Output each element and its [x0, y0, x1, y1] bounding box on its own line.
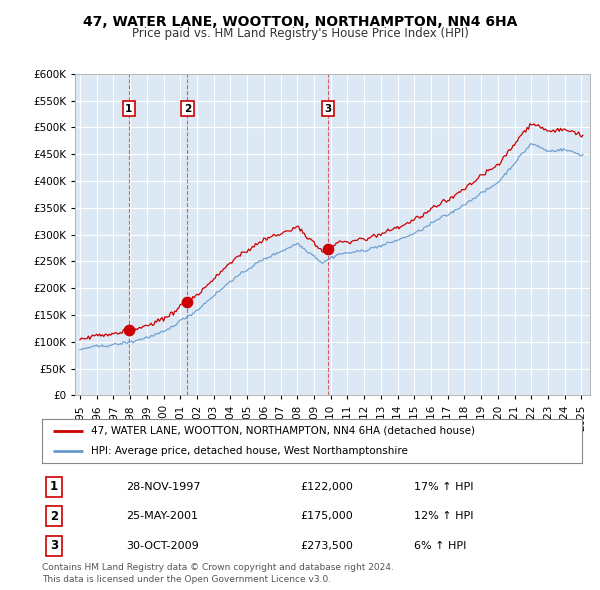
Point [182, 297, 192, 306]
Text: £175,000: £175,000 [300, 512, 353, 521]
Text: 1: 1 [50, 480, 58, 493]
Text: 17% ↑ HPI: 17% ↑ HPI [414, 482, 473, 491]
Text: 47, WATER LANE, WOOTTON, NORTHAMPTON, NN4 6HA (detached house): 47, WATER LANE, WOOTTON, NORTHAMPTON, NN… [91, 426, 475, 436]
Text: 1: 1 [125, 104, 133, 114]
Text: HPI: Average price, detached house, West Northamptonshire: HPI: Average price, detached house, West… [91, 446, 407, 456]
Text: Contains HM Land Registry data © Crown copyright and database right 2024.: Contains HM Land Registry data © Crown c… [42, 563, 394, 572]
Point [124, 325, 134, 335]
Text: 2: 2 [50, 510, 58, 523]
Text: £273,500: £273,500 [300, 541, 353, 550]
Text: 6% ↑ HPI: 6% ↑ HPI [414, 541, 466, 550]
Text: This data is licensed under the Open Government Licence v3.0.: This data is licensed under the Open Gov… [42, 575, 331, 584]
Text: 28-NOV-1997: 28-NOV-1997 [126, 482, 200, 491]
Text: £122,000: £122,000 [300, 482, 353, 491]
Text: 3: 3 [324, 104, 332, 114]
Text: 12% ↑ HPI: 12% ↑ HPI [414, 512, 473, 521]
Text: 30-OCT-2009: 30-OCT-2009 [126, 541, 199, 550]
Text: 3: 3 [50, 539, 58, 552]
Point [323, 244, 332, 254]
Text: 25-MAY-2001: 25-MAY-2001 [126, 512, 198, 521]
Text: Price paid vs. HM Land Registry's House Price Index (HPI): Price paid vs. HM Land Registry's House … [131, 27, 469, 40]
Text: 2: 2 [184, 104, 191, 114]
Text: 47, WATER LANE, WOOTTON, NORTHAMPTON, NN4 6HA: 47, WATER LANE, WOOTTON, NORTHAMPTON, NN… [83, 15, 517, 29]
